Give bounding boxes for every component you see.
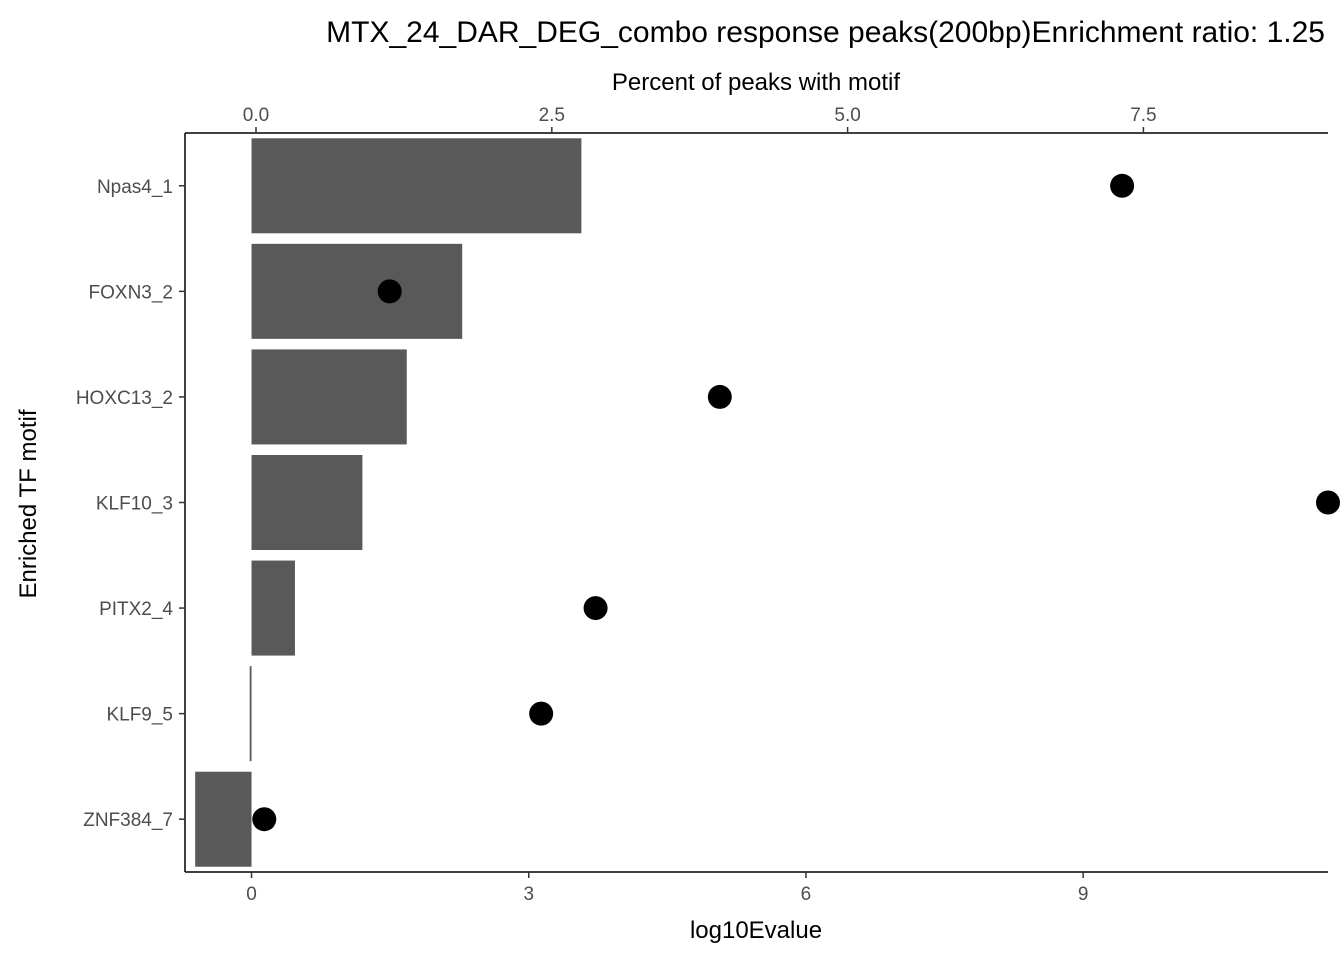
category-label: KLF10_3 [96,494,173,515]
point-klf10_3 [1316,490,1340,515]
bottom-tick-label: 3 [523,884,534,905]
point-znf384_7 [252,807,277,832]
category-label: ZNF384_7 [83,810,173,831]
category-label: FOXN3_2 [89,282,173,303]
top-tick-label: 7.5 [1130,105,1156,126]
axes [179,127,1328,878]
top-tick-label: 5.0 [834,105,860,126]
bottom-axis-title: log10Evalue [690,917,822,944]
point-npas4_1 [1110,173,1135,198]
bar-pitx2_4 [251,560,295,656]
top-axis-title: Percent of peaks with motif [612,69,900,96]
bottom-tick-label: 6 [801,884,812,905]
bar-klf9_5 [249,666,252,762]
top-tick-label: 2.5 [539,105,565,126]
chart-title: MTX_24_DAR_DEG_combo response peaks(200b… [326,16,1325,49]
point-foxn3_2 [377,279,402,304]
category-label: KLF9_5 [106,705,173,726]
category-label: HOXC13_2 [76,388,173,409]
point-group [252,173,1340,832]
bar-npas4_1 [251,138,582,234]
bottom-tick-label: 9 [1078,884,1089,905]
point-klf9_5 [529,701,554,726]
point-pitx2_4 [583,596,608,621]
bar-foxn3_2 [251,243,463,339]
bar-klf10_3 [251,454,363,551]
category-label: Npas4_1 [97,177,173,198]
bar-group [195,138,582,867]
point-hoxc13_2 [707,384,732,409]
y-axis-title: Enriched TF motif [15,409,42,598]
tick-labels: 0 3 6 9 0.0 2.5 5.0 7.5 Npas4_1 FOXN3_2 HOXC13_2 KL… [76,105,1157,905]
bar-znf384_7 [195,771,252,867]
bar-hoxc13_2 [251,349,407,445]
bottom-tick-label: 0 [246,884,257,905]
category-label: PITX2_4 [99,599,173,620]
top-tick-label: 0.0 [243,105,269,126]
